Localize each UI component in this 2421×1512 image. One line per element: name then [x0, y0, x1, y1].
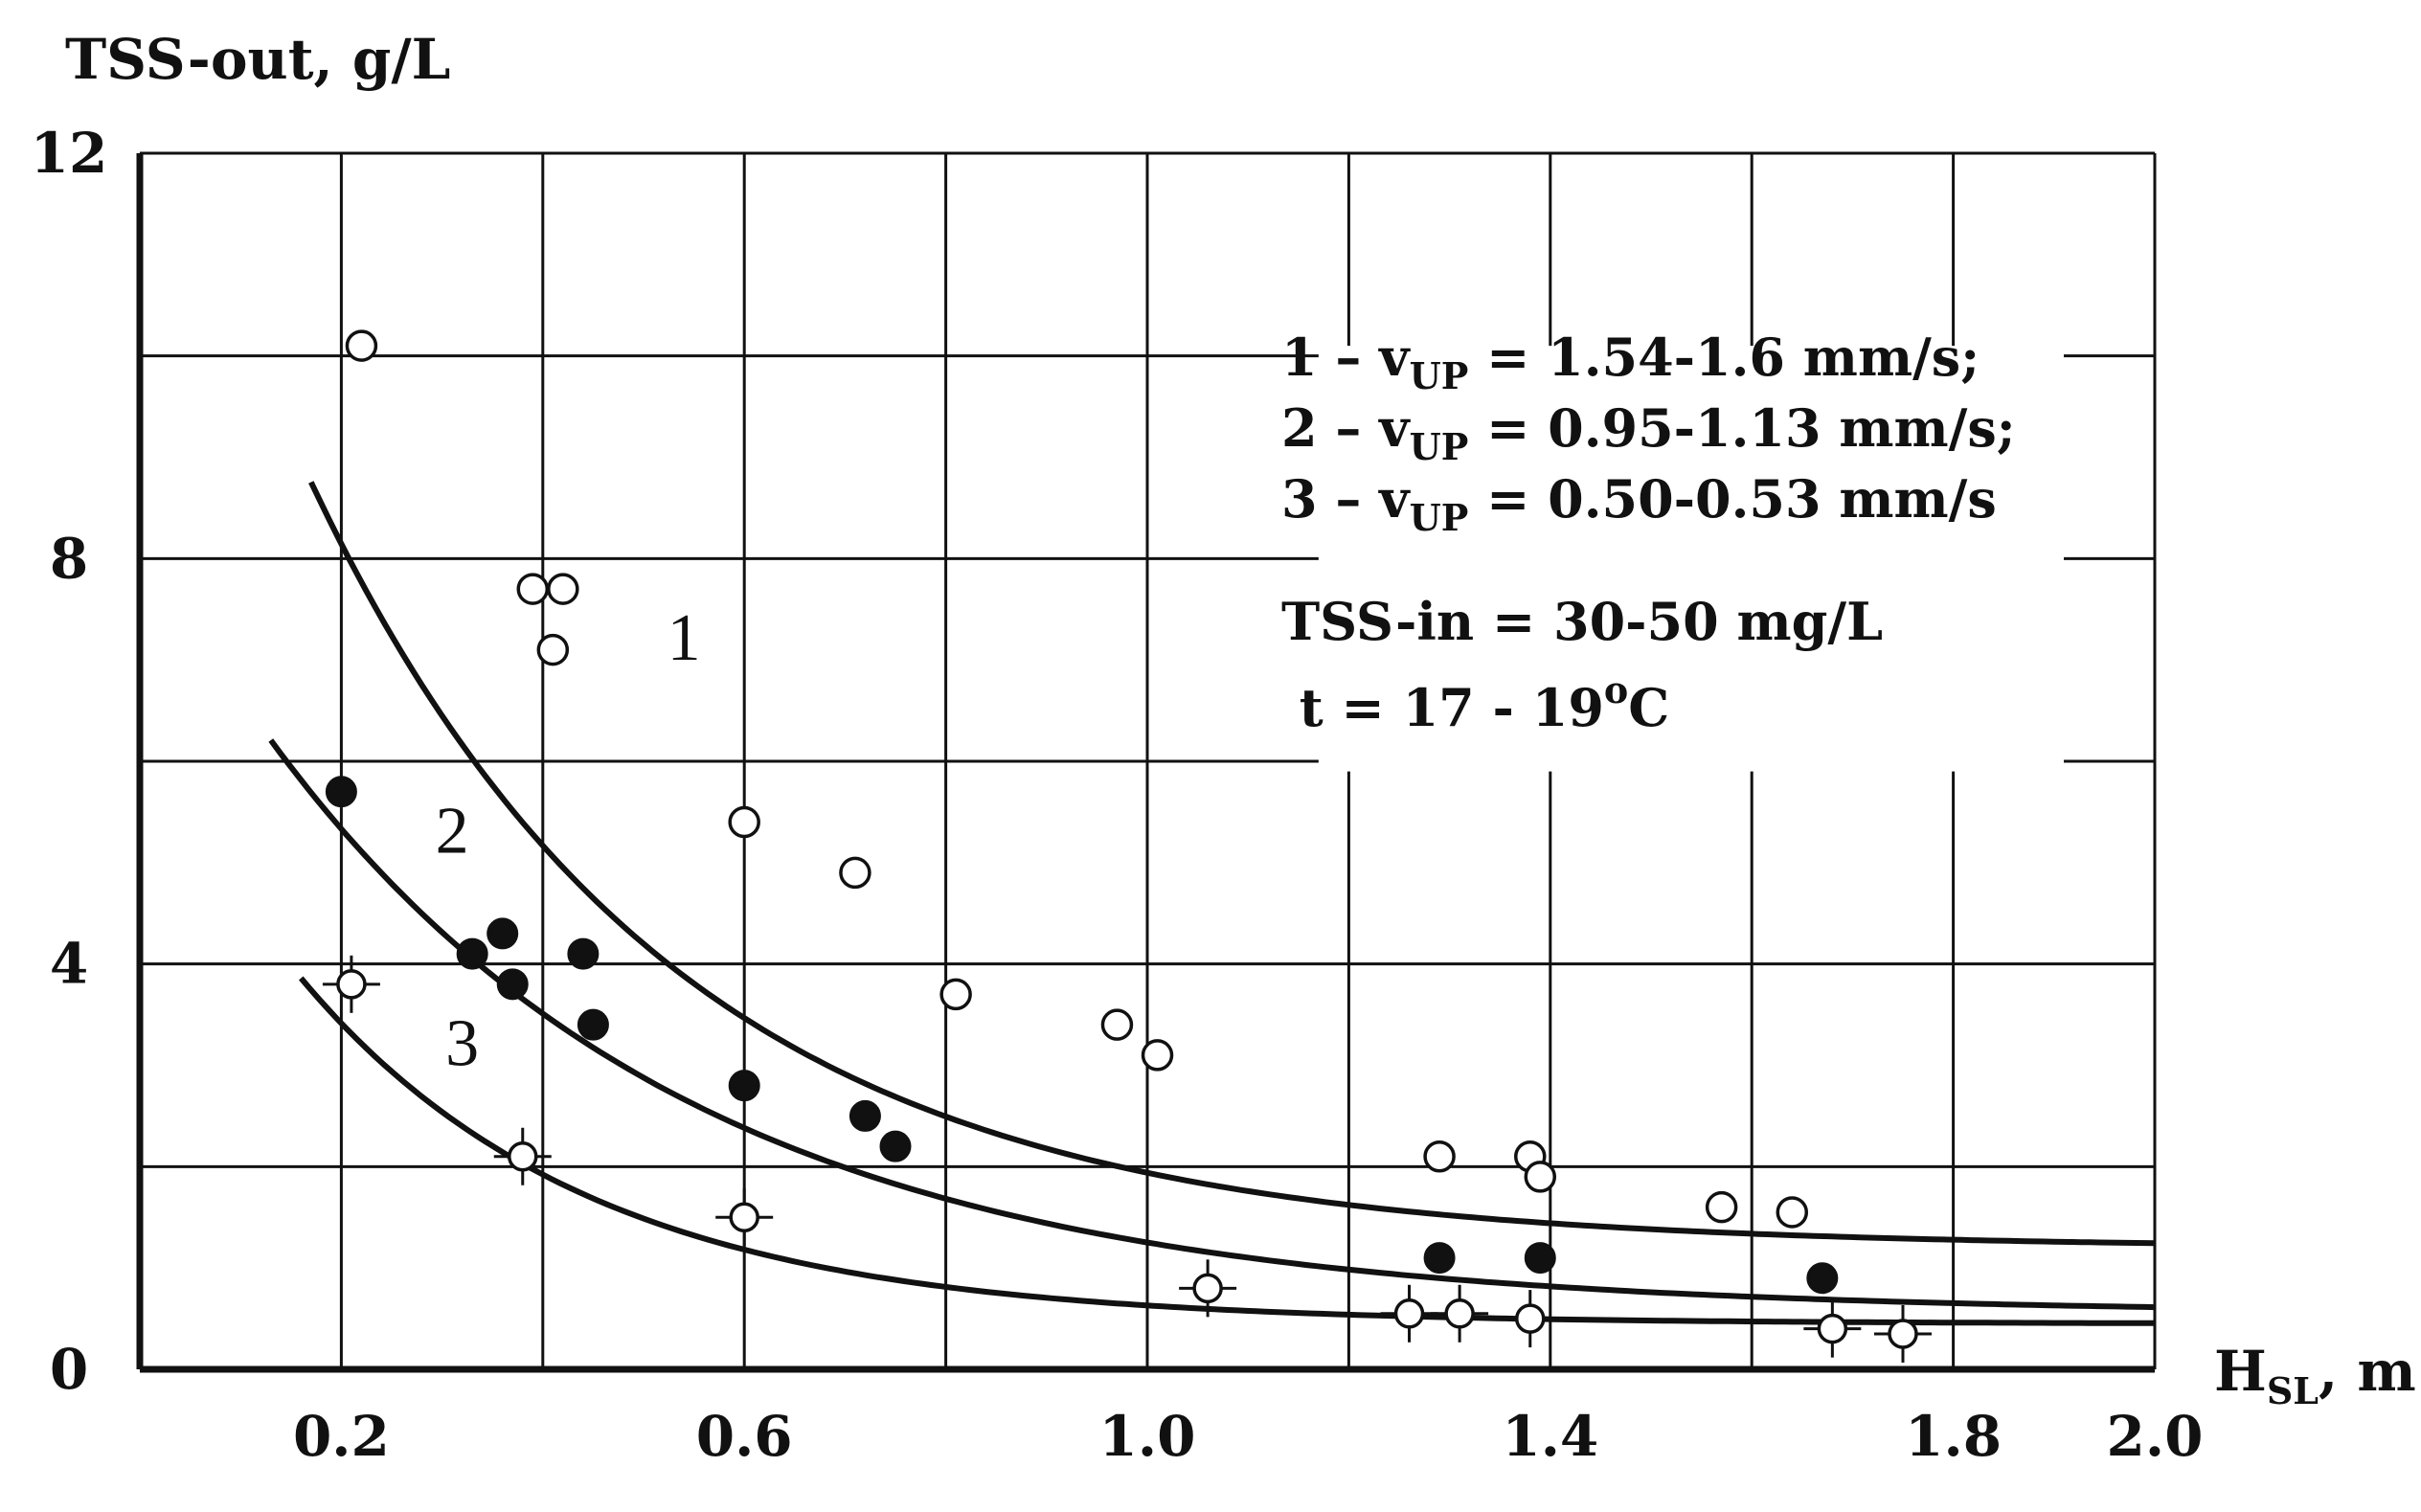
point-series-2 — [728, 1070, 760, 1102]
curve-1 — [308, 481, 2156, 1247]
curve-label-2: 2 — [436, 794, 469, 868]
point-circle — [1192, 1273, 1223, 1304]
data-points — [322, 329, 1932, 1363]
x-tick-label: 0.2 — [293, 1404, 390, 1469]
point-series-1 — [1423, 1140, 1456, 1173]
curve-labels: 1 2 3 — [436, 601, 701, 1080]
point-series-1 — [1705, 1190, 1738, 1224]
point-series-2 — [325, 776, 357, 808]
point-series-1 — [728, 805, 760, 839]
point-circle — [1888, 1319, 1918, 1349]
x-tick-label: 2.0 — [2107, 1404, 2204, 1469]
y-tick-label: 0 — [50, 1337, 88, 1402]
point-series-3 — [715, 1188, 774, 1247]
point-series-2 — [577, 1008, 609, 1041]
legend-line-2: 2 – vUP = 0.95-1.13 mm/s; — [1281, 397, 2016, 468]
point-circle — [508, 1141, 538, 1172]
point-series-3 — [322, 955, 380, 1013]
point-circle — [1515, 1303, 1546, 1334]
curve-2 — [268, 738, 2156, 1311]
x-axis-label-unit: , m — [2319, 1339, 2416, 1404]
point-series-2 — [567, 937, 600, 970]
point-series-3 — [1874, 1304, 1932, 1363]
legend-temperature: t = 17 - 19oC — [1281, 668, 1669, 738]
point-circle — [336, 969, 367, 1000]
point-series-3 — [493, 1127, 552, 1185]
point-series-3 — [1501, 1290, 1559, 1348]
point-series-3 — [1380, 1284, 1438, 1343]
x-tick-label: 1.0 — [1099, 1404, 1196, 1469]
point-series-1 — [536, 633, 570, 666]
y-tick-label: 12 — [31, 121, 108, 186]
point-series-2 — [848, 1099, 881, 1132]
point-series-3 — [1179, 1259, 1237, 1318]
y-tick-label: 8 — [50, 526, 88, 591]
point-series-1 — [516, 573, 550, 605]
y-tick-label: 4 — [50, 932, 88, 997]
point-circle — [729, 1202, 759, 1232]
point-series-1 — [547, 573, 579, 605]
point-series-3 — [1431, 1284, 1489, 1343]
point-series-2 — [1524, 1242, 1556, 1275]
x-tick-label: 0.6 — [696, 1404, 793, 1469]
point-series-2 — [879, 1130, 912, 1162]
point-series-2 — [486, 917, 519, 950]
x-axis-label-sub: SL — [2267, 1369, 2319, 1412]
point-series-2 — [456, 937, 488, 970]
point-series-2 — [1423, 1242, 1456, 1275]
legend: 1 – vUP = 1.54-1.6 mm/s; 2 – vUP = 0.95-… — [1281, 327, 2016, 738]
y-axis-label: TSS-out, g/L — [65, 27, 450, 92]
x-axis-label: HSL, m — [2214, 1339, 2416, 1412]
point-series-2 — [1806, 1262, 1839, 1295]
point-series-1 — [345, 329, 378, 362]
legend-line-3: 3 – vUP = 0.50-0.53 mm/s — [1281, 468, 1997, 539]
point-series-3 — [1803, 1299, 1862, 1358]
point-series-1 — [839, 856, 871, 890]
legend-background — [1235, 306, 2088, 900]
x-tick-label: 1.4 — [1502, 1404, 1598, 1469]
axes — [136, 151, 2157, 1373]
point-circle — [1444, 1298, 1475, 1329]
x-axis-label-main: H — [2214, 1339, 2267, 1404]
point-series-2 — [496, 968, 529, 1001]
point-series-1 — [1141, 1039, 1174, 1072]
point-series-1 — [1776, 1196, 1809, 1229]
point-series-1 — [1524, 1161, 1557, 1193]
curve-label-3: 3 — [445, 1007, 479, 1081]
point-circle — [1393, 1298, 1425, 1329]
legend-line-1: 1 – vUP = 1.54-1.6 mm/s; — [1281, 327, 1980, 397]
x-tick-label: 1.8 — [1905, 1404, 2002, 1469]
curve-label-1: 1 — [667, 601, 701, 675]
point-circle — [1817, 1313, 1848, 1344]
legend-tss-in: TSS-in = 30-50 mg/L — [1281, 591, 1883, 652]
point-series-1 — [939, 978, 972, 1011]
point-series-1 — [1100, 1008, 1134, 1041]
